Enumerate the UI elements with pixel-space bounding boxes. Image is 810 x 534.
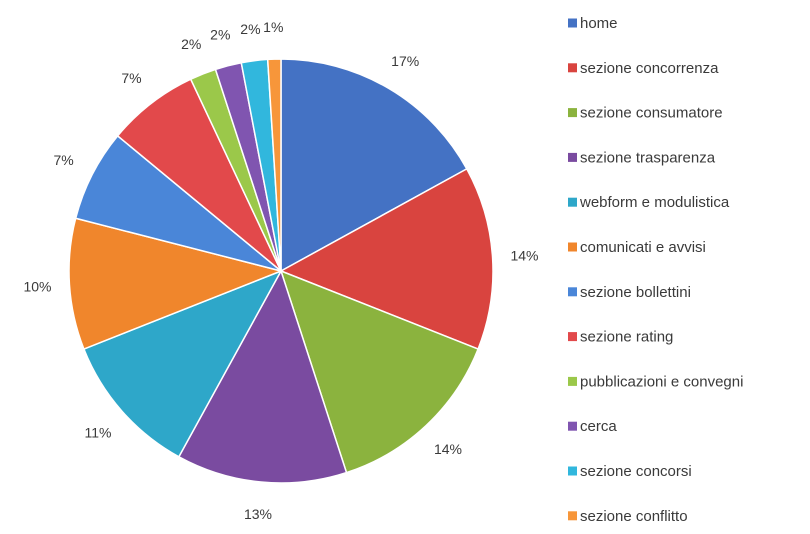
- legend-swatch: [568, 108, 577, 118]
- pie-slices: [68, 58, 494, 484]
- slice-percentage-label: 2%: [210, 27, 230, 43]
- pie-slice-sezione-concorrenza: [279, 167, 494, 351]
- legend-item: sezione rating: [568, 329, 673, 346]
- slice-percentage-label: 7%: [53, 152, 73, 168]
- slice-percentage-label: 14%: [434, 441, 462, 457]
- slice-percentage-label: 7%: [121, 70, 141, 86]
- legend-label: sezione bollettini: [580, 284, 691, 301]
- slice-percentage-label: 17%: [391, 53, 419, 69]
- legend-swatch: [568, 63, 577, 73]
- legend-label: comunicati e avvisi: [580, 239, 706, 256]
- legend-label: sezione trasparenza: [580, 149, 716, 166]
- legend-item: sezione trasparenza: [568, 149, 716, 166]
- legend-label: pubblicazioni e convegni: [580, 373, 743, 390]
- legend-swatch: [568, 332, 577, 342]
- legend-label: home: [580, 15, 618, 32]
- slice-percentage-label: 13%: [244, 506, 272, 522]
- legend-swatch: [568, 152, 577, 162]
- pie-slice-webform-e-modulistica: [82, 269, 283, 458]
- legend-label: sezione concorsi: [580, 463, 692, 480]
- pie-slice-home: [280, 58, 468, 273]
- slice-percentage-label: 2%: [181, 36, 201, 52]
- slice-percentage-label: 2%: [240, 21, 260, 37]
- legend-label: cerca: [580, 418, 617, 435]
- legend-label: sezione conflitto: [580, 508, 688, 525]
- legend-item: sezione concorrenza: [568, 60, 719, 77]
- legend-item: sezione concorsi: [568, 463, 692, 480]
- legend-item: comunicati e avvisi: [568, 239, 706, 256]
- legend-item: sezione consumatore: [568, 105, 723, 122]
- legend-label: webform e modulistica: [579, 194, 730, 211]
- legend-item: home: [568, 15, 618, 32]
- legend-item: webform e modulistica: [568, 194, 730, 211]
- legend-swatch: [568, 466, 577, 476]
- legend-swatch: [568, 511, 577, 521]
- legend-item: pubblicazioni e convegni: [568, 373, 743, 390]
- legend-swatch: [568, 197, 577, 207]
- chart-legend: home sezione concorrenza sezione consumato…: [568, 15, 743, 525]
- slice-percentage-label: 10%: [23, 278, 51, 294]
- pie-slice-comunicati-e-avvisi: [68, 217, 284, 351]
- legend-swatch: [568, 287, 577, 297]
- slice-percentage-label: 11%: [85, 424, 112, 440]
- slice-percentage-label: 14%: [510, 248, 538, 264]
- legend-item: sezione bollettini: [568, 284, 691, 301]
- pie-slice-sezione-trasparenza: [177, 269, 348, 484]
- legend-item: cerca: [568, 418, 617, 435]
- legend-label: sezione rating: [580, 329, 673, 346]
- legend-swatch: [568, 421, 577, 431]
- legend-swatch: [568, 18, 577, 28]
- slice-percentage-labels: 17%14%14%13%11%10%7%7%2%2% 2% 1%: [23, 19, 538, 522]
- slice-percentage-label: 1%: [263, 19, 283, 35]
- legend-label: sezione concorrenza: [580, 60, 719, 77]
- legend-swatch: [568, 242, 577, 252]
- legend-item: sezione conflitto: [568, 508, 688, 525]
- legend-swatch: [568, 376, 577, 386]
- pie-slice-sezione-conflitto: [266, 58, 282, 272]
- legend-label: sezione consumatore: [580, 105, 723, 122]
